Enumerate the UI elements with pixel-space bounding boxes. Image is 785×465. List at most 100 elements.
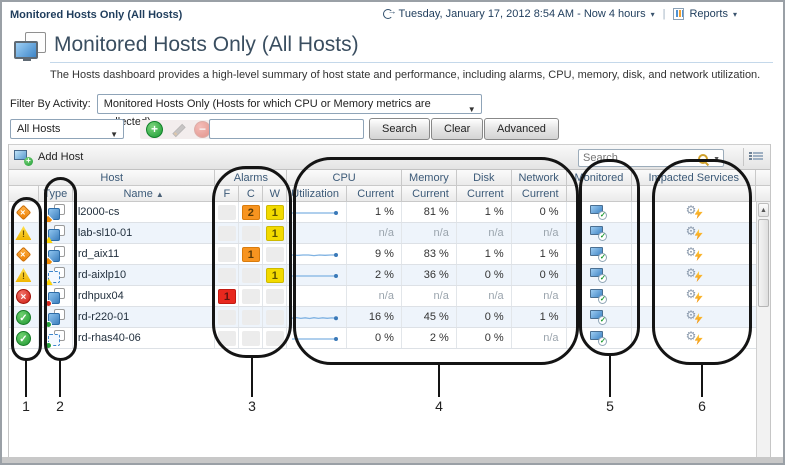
gear-icon: ⚙ xyxy=(685,329,697,343)
service-impact-icon[interactable]: ⚙ xyxy=(686,287,703,303)
disk-current-cell: 1 % xyxy=(457,244,512,264)
memory-current-cell: 2 % xyxy=(402,328,457,348)
monitored-cell: ✓ xyxy=(567,244,633,264)
network-current-cell: 0 % xyxy=(512,202,567,222)
lightning-icon xyxy=(694,229,703,240)
gear-icon: ⚙ xyxy=(685,224,697,238)
alarm-critical-cell-empty xyxy=(241,288,260,304)
alarm-fatal-cell-empty xyxy=(217,267,236,283)
cpu-utilization-cell xyxy=(287,265,348,285)
lightning-icon xyxy=(694,208,703,219)
cpu-current-cell: 16 % xyxy=(347,307,402,327)
col-header-cpu-current[interactable]: Current xyxy=(347,186,402,202)
monitored-check-icon[interactable]: ✓ xyxy=(590,288,608,304)
col-group-disk: Disk xyxy=(456,170,512,186)
alarm-critical-cell-count[interactable]: 2 xyxy=(241,204,260,220)
timerange-label[interactable]: Tuesday, January 17, 2012 8:54 AM - Now … xyxy=(398,8,646,20)
lightning-icon xyxy=(694,271,703,282)
host-search-input[interactable] xyxy=(209,119,364,139)
annotation-circle-1 xyxy=(11,197,42,361)
add-host-button[interactable]: + Add Host xyxy=(14,149,83,166)
impacted-services-cell: ⚙ xyxy=(632,307,756,327)
col-header-disk-current[interactable]: Current xyxy=(456,186,512,202)
host-status-cell: ! xyxy=(9,265,39,285)
clear-button[interactable]: Clear xyxy=(431,118,484,140)
scroll-up-button[interactable]: ▲ xyxy=(758,203,769,217)
physical-host-type-icon xyxy=(44,224,65,243)
annotation-line-4 xyxy=(438,363,440,397)
table-row[interactable]: × rd_aix11 1 9 % 83 % 1 % 1 % ✓ ⚙ xyxy=(9,244,756,265)
alarm-fatal-cell xyxy=(215,265,240,285)
annotation-label-2: 2 xyxy=(56,398,64,414)
reports-dropdown-icon[interactable]: ▾ xyxy=(732,9,737,19)
advanced-button[interactable]: Advanced xyxy=(484,118,559,140)
add-list-button[interactable]: + xyxy=(146,121,163,138)
alarm-warning-cell-count[interactable]: 1 xyxy=(265,225,284,241)
monitored-check-icon[interactable]: ✓ xyxy=(590,246,608,262)
physical-host-type-icon xyxy=(42,203,65,222)
physical-host-type-icon xyxy=(42,245,65,264)
host-scope-select[interactable]: All Hosts ▼ xyxy=(10,119,124,139)
disk-current-cell: 1 % xyxy=(457,202,512,222)
alarm-fatal-cell-empty xyxy=(217,225,236,241)
edit-list-button[interactable] xyxy=(170,121,187,138)
service-impact-icon[interactable]: ⚙ xyxy=(686,308,703,324)
search-button[interactable]: Search xyxy=(369,118,430,140)
cpu-current-cell: 1 % xyxy=(347,202,402,222)
table-row[interactable]: ✓ rd-r220-01 16 % 45 % 0 % 1 % ✓ ⚙ xyxy=(9,307,756,328)
col-header-memory-current[interactable]: Current xyxy=(401,186,457,202)
host-status-cell: ✓ xyxy=(9,307,39,327)
alarm-warning-cell-count[interactable]: 1 xyxy=(265,204,284,220)
monitored-check-icon[interactable]: ✓ xyxy=(590,267,608,283)
cpu-current-cell: 0 % xyxy=(347,328,402,348)
host-status-cell: × xyxy=(9,286,39,306)
alarm-fatal-cell xyxy=(215,202,240,222)
service-impact-icon[interactable]: ⚙ xyxy=(685,224,703,240)
service-impact-icon[interactable]: ⚙ xyxy=(685,329,703,345)
alarm-fatal-cell-empty xyxy=(217,309,236,325)
cpu-current-cell: n/a xyxy=(347,286,402,306)
filter-by-activity-select[interactable]: Monitored Hosts Only (Hosts for which CP… xyxy=(96,94,482,128)
monitored-cell: ✓ xyxy=(567,265,633,285)
reports-label[interactable]: Reports xyxy=(689,8,728,20)
cpu-utilization-cell xyxy=(287,244,348,264)
alarm-fatal-cell-empty xyxy=(217,246,236,262)
memory-current-cell: 45 % xyxy=(402,307,457,327)
alarm-fatal-cell-count[interactable]: 1 xyxy=(217,288,236,304)
table-body: × l2000-cs 2 1 1 % 81 % 1 % 0 % ✓ ⚙! lab-sl10-01 1 n… xyxy=(9,202,756,349)
table-row[interactable]: × l2000-cs 2 1 1 % 81 % 1 % 0 % ✓ ⚙ xyxy=(9,202,756,223)
network-current-cell: 0 % xyxy=(512,265,567,285)
host-name: rd-r220-01 xyxy=(73,307,216,327)
impacted-services-cell: ⚙ xyxy=(632,265,756,285)
memory-current-cell: n/a xyxy=(402,223,457,243)
chevron-down-icon: ▼ xyxy=(110,130,118,139)
cpu-utilization-cell xyxy=(287,223,348,243)
annotation-circle-5 xyxy=(579,159,640,356)
alarm-warning-cell-count[interactable]: 1 xyxy=(265,267,284,283)
alarm-warning-cell xyxy=(263,307,288,327)
alarm-critical-cell xyxy=(239,223,264,243)
service-impact-icon[interactable]: ⚙ xyxy=(686,203,703,219)
timerange-dropdown-icon[interactable]: ▾ xyxy=(650,9,655,19)
cpu-utilization-cell xyxy=(287,286,348,306)
monitored-check-icon[interactable]: ✓ xyxy=(590,225,608,241)
monitored-check-icon[interactable]: ✓ xyxy=(590,204,608,220)
alarm-fatal-cell xyxy=(215,223,240,243)
lightning-icon xyxy=(694,292,703,303)
table-customizer-icon[interactable] xyxy=(749,152,763,164)
vertical-scrollbar[interactable]: ▲ xyxy=(756,202,770,457)
scrollbar-thumb[interactable] xyxy=(758,219,769,307)
col-header-name[interactable]: Name ▲ xyxy=(72,186,216,202)
service-impact-icon[interactable]: ⚙ xyxy=(685,266,703,282)
disk-current-cell: 0 % xyxy=(457,307,512,327)
cpu-sparkline xyxy=(292,252,339,257)
table-row[interactable]: ! lab-sl10-01 1 n/a n/a n/a n/a ✓ ⚙ xyxy=(9,223,756,244)
service-impact-icon[interactable]: ⚙ xyxy=(686,245,703,261)
alarm-critical-cell-count[interactable]: 1 xyxy=(241,246,260,262)
gear-icon: ⚙ xyxy=(685,266,697,280)
monitored-check-icon[interactable]: ✓ xyxy=(590,309,608,325)
memory-current-cell: 81 % xyxy=(402,202,457,222)
breadcrumb[interactable]: Monitored Hosts Only (All Hosts) xyxy=(10,9,183,21)
disk-current-cell: n/a xyxy=(457,286,512,306)
table-row[interactable]: × rdhpux04 1 n/a n/a n/a n/a ✓ ⚙ xyxy=(9,286,756,307)
